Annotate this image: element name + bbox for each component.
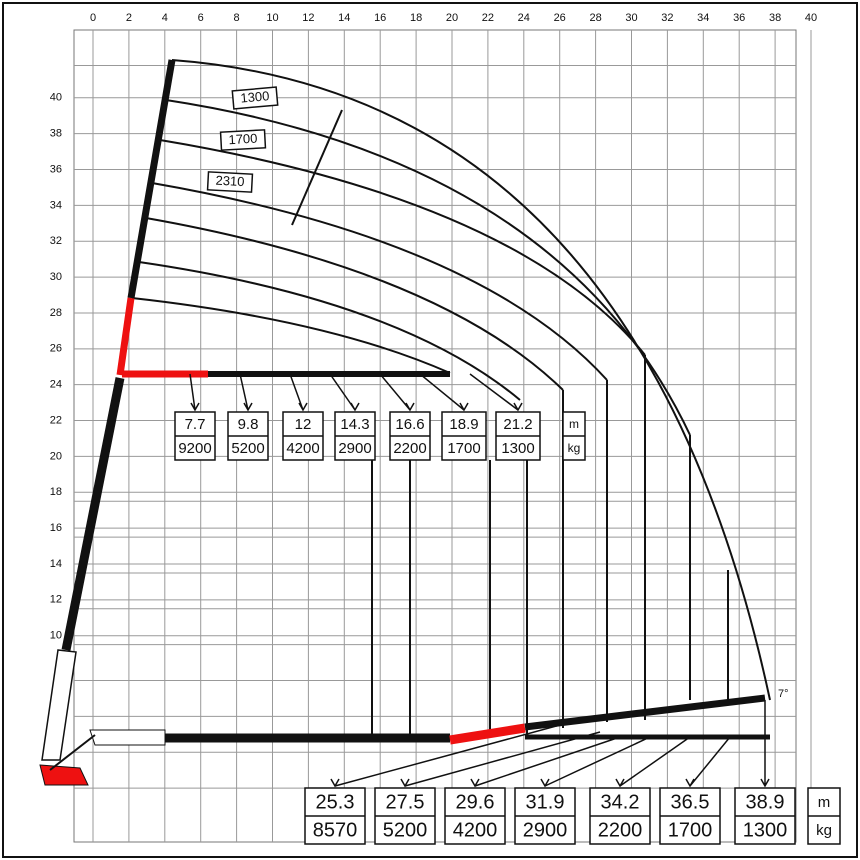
arc-label: 1700 (228, 131, 258, 147)
x-tick-label: 40 (805, 12, 817, 24)
upper-reach: 7.7 (185, 416, 206, 433)
upper-load: kg (568, 441, 581, 455)
upper-load: 1300 (501, 440, 534, 457)
arc-label-box (219, 129, 267, 151)
arrow (379, 373, 415, 412)
y-tick-label: 36 (50, 163, 62, 175)
lower-load: kg (816, 822, 832, 839)
x-tick-label: 6 (198, 12, 204, 24)
crane (39, 59, 770, 786)
y-tick-label: 40 (50, 92, 62, 104)
upper-load: 2900 (338, 440, 371, 457)
lower-load: 5200 (383, 819, 428, 841)
upper-reach: 16.6 (395, 416, 424, 433)
lower-reach: m (818, 794, 831, 811)
upper-load: 4200 (286, 440, 319, 457)
lower-load: 1700 (668, 819, 713, 841)
arrow (329, 373, 360, 412)
lower-load: 2200 (598, 819, 643, 841)
x-tick-label: 38 (769, 12, 781, 24)
arc-label-box (206, 171, 254, 193)
y-tick-label: 38 (50, 128, 62, 140)
lower-load: 1300 (743, 819, 788, 841)
x-tick-label: 32 (661, 12, 673, 24)
x-tick-label: 12 (302, 12, 314, 24)
y-tick-label: 14 (50, 558, 62, 570)
upper-reach: 9.8 (238, 416, 259, 433)
x-tick-label: 34 (697, 12, 709, 24)
upper-load: 5200 (231, 440, 264, 457)
lower-reach: 27.5 (386, 791, 425, 813)
x-tick-label: 4 (162, 12, 168, 24)
x-tick-label: 18 (410, 12, 422, 24)
x-tick-label: 36 (733, 12, 745, 24)
x-tick-label: 2 (126, 12, 132, 24)
y-tick-label: 12 (50, 594, 62, 606)
x-tick-label: 14 (338, 12, 350, 24)
arrow (189, 373, 200, 412)
arrow (400, 731, 601, 788)
y-tick-label: 32 (50, 235, 62, 247)
x-tick-label: 28 (589, 12, 601, 24)
x-tick-label: 30 (625, 12, 637, 24)
x-tick-label: 0 (90, 12, 96, 24)
arrow (239, 373, 253, 412)
lower-reach: 34.2 (601, 791, 640, 813)
y-tick-label: 34 (50, 199, 62, 211)
upper-reach: 18.9 (449, 416, 478, 433)
labels: 0 2 4 6 8 10 12 14 16 18 20 22 24 26 28 30 32 34 36 38 40101… (50, 12, 841, 845)
lower-reach: 25.3 (316, 791, 355, 813)
y-tick-label: 10 (50, 630, 62, 642)
lower-reach: 29.6 (456, 791, 495, 813)
angle-label: 7° (778, 688, 789, 700)
arrow (330, 724, 561, 788)
x-tick-label: 20 (446, 12, 458, 24)
lower-reach: 36.5 (671, 791, 710, 813)
arc-label: 2310 (215, 173, 245, 189)
y-tick-label: 18 (50, 486, 62, 498)
upper-load: 2200 (393, 440, 426, 457)
x-tick-label: 26 (554, 12, 566, 24)
x-tick-label: 10 (266, 12, 278, 24)
arrow (469, 373, 523, 412)
arrow (470, 736, 621, 788)
arrow (419, 373, 469, 412)
lower-reach: 38.9 (746, 791, 785, 813)
upper-reach: 14.3 (340, 416, 369, 433)
grid (74, 30, 812, 842)
upper-load: 1700 (447, 440, 480, 457)
arrow (615, 736, 691, 788)
x-tick-label: 24 (518, 12, 530, 24)
y-tick-label: 16 (50, 522, 62, 534)
arc-label-box (231, 86, 279, 110)
lower-load: 8570 (313, 819, 358, 841)
x-tick-label: 22 (482, 12, 494, 24)
upper-load: 9200 (178, 440, 211, 457)
upper-reach: m (569, 417, 579, 431)
lower-reach: 31.9 (526, 791, 565, 813)
y-tick-label: 30 (50, 271, 62, 283)
radius-curves (131, 59, 771, 737)
y-tick-label: 22 (50, 414, 62, 426)
upper-reach: 12 (295, 416, 312, 433)
y-tick-label: 24 (50, 379, 62, 391)
lower-load: 2900 (523, 819, 568, 841)
x-tick-label: 8 (234, 12, 240, 24)
lower-load: 4200 (453, 819, 498, 841)
upper-reach: 21.2 (503, 416, 532, 433)
arc-label: 1300 (240, 88, 270, 105)
arrow (760, 700, 770, 788)
x-tick-label: 16 (374, 12, 386, 24)
arrow (685, 736, 731, 788)
arrow (540, 736, 651, 788)
y-tick-label: 20 (50, 450, 62, 462)
arrow (289, 373, 308, 412)
y-tick-label: 28 (50, 307, 62, 319)
y-tick-label: 26 (50, 343, 62, 355)
